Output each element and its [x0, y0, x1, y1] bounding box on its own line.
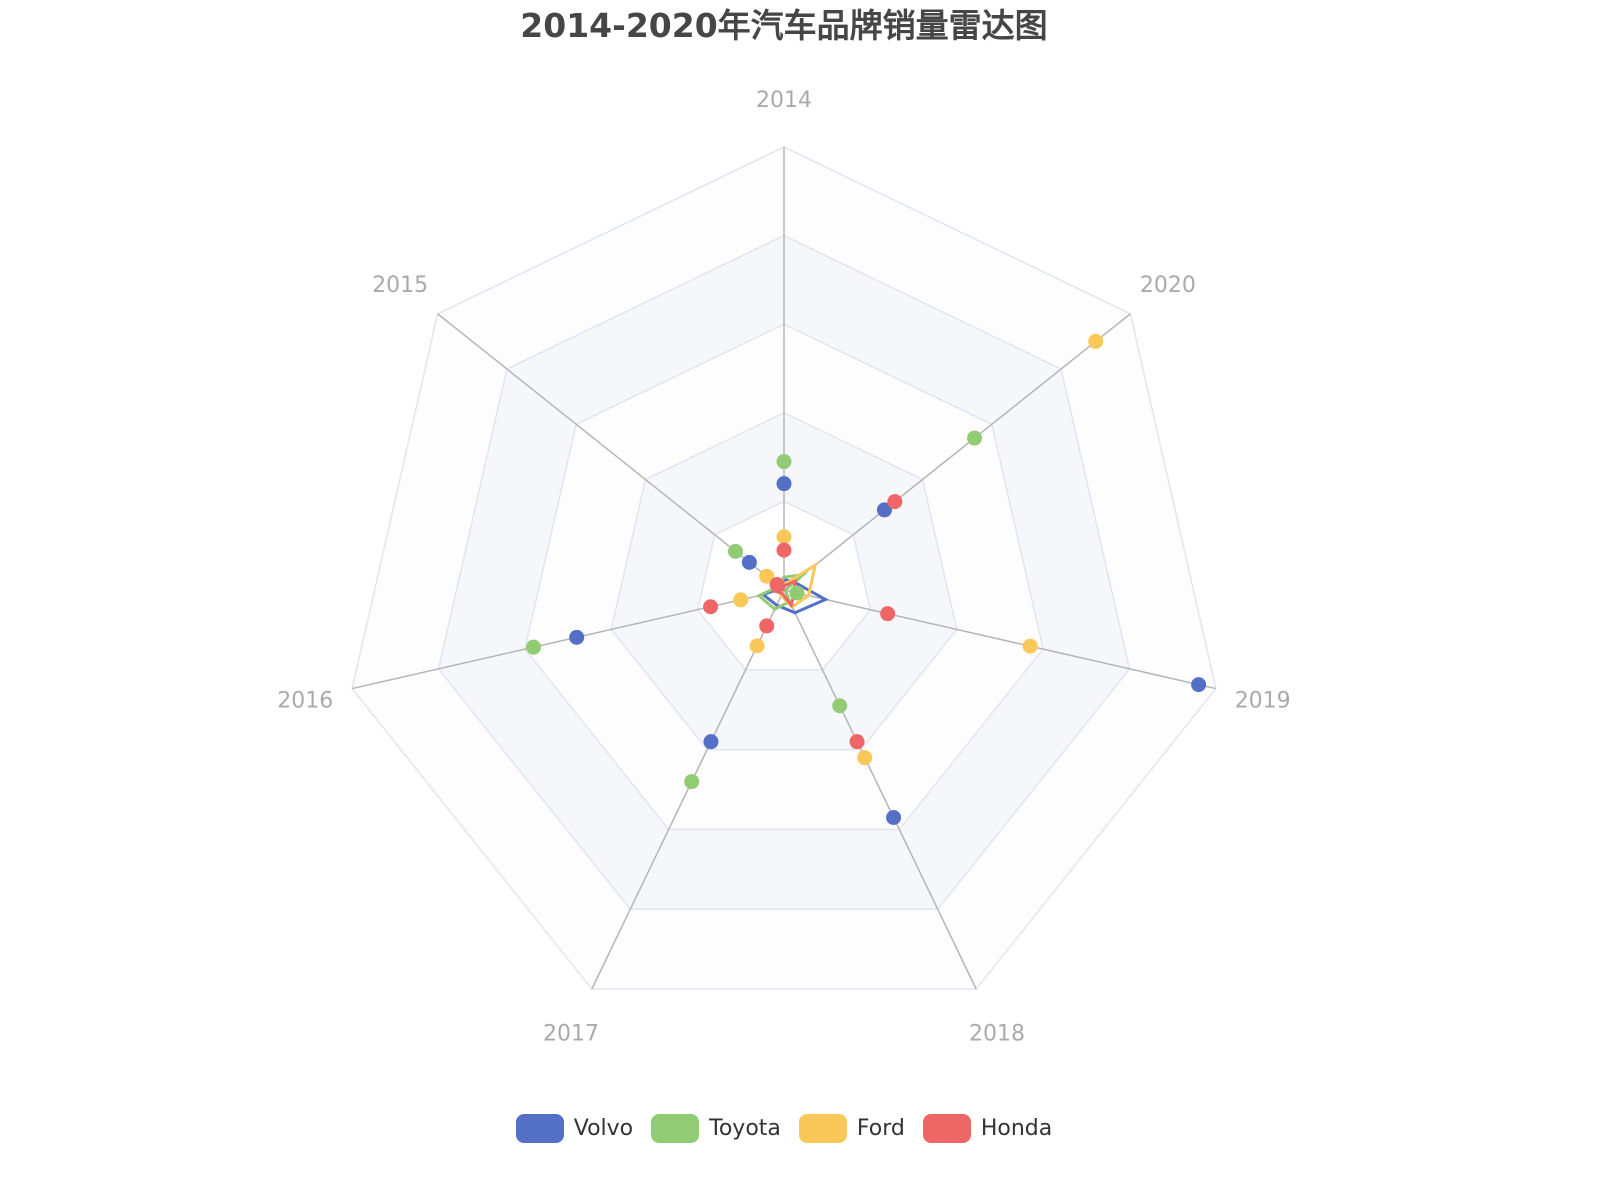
axis-line — [783, 589, 977, 990]
data-point-volvo — [876, 502, 892, 518]
legend-swatch-honda — [922, 1114, 971, 1143]
split-line — [437, 234, 1131, 911]
data-point-volvo — [776, 476, 792, 492]
data-point-honda — [776, 542, 792, 558]
data-point-ford — [857, 750, 873, 766]
axis-line — [591, 589, 785, 990]
axis-label-2016: 2016 — [277, 688, 333, 713]
data-point-toyota — [728, 543, 744, 559]
data-point-volvo — [741, 554, 757, 570]
data-point-toyota — [832, 698, 848, 714]
data-point-volvo — [703, 734, 719, 750]
axis-label-2019: 2019 — [1235, 688, 1291, 713]
data-point-toyota — [789, 585, 805, 601]
data-point-toyota — [776, 454, 792, 470]
radar-series-points — [526, 333, 1207, 826]
legend-label-ford: Ford — [856, 1116, 905, 1141]
data-point-ford — [759, 568, 775, 584]
legend-item-honda[interactable]: Honda — [922, 1114, 1053, 1143]
axis-label-2020: 2020 — [1140, 273, 1196, 298]
data-point-volvo — [569, 629, 585, 645]
legend: Volvo Toyota Ford Honda — [0, 1114, 1568, 1143]
split-line — [696, 500, 872, 671]
data-point-ford — [749, 638, 765, 654]
legend-swatch-toyota — [651, 1114, 700, 1143]
data-point-toyota — [684, 774, 700, 790]
legend-item-toyota[interactable]: Toyota — [651, 1114, 781, 1143]
data-point-honda — [759, 618, 775, 634]
legend-item-volvo[interactable]: Volvo — [515, 1114, 634, 1143]
radar-split-lines — [351, 146, 1217, 990]
legend-label-volvo: Volvo — [573, 1116, 634, 1141]
axis-line — [783, 313, 1131, 591]
chart-title: 2014-2020年汽车品牌销量雷达图 — [520, 6, 1048, 45]
split-line — [351, 146, 1217, 990]
legend-swatch-ford — [798, 1114, 847, 1143]
data-point-honda — [849, 734, 865, 750]
data-point-honda — [880, 606, 896, 622]
radar-axis-labels: 2014 2015 2016 2017 2018 2019 2020 — [277, 88, 1290, 1046]
axis-label-2018: 2018 — [969, 1021, 1025, 1046]
axis-label-2014: 2014 — [756, 88, 812, 113]
axis-label-2015: 2015 — [372, 273, 428, 298]
axis-line — [437, 313, 785, 591]
axis-line — [783, 589, 1217, 690]
legend-item-ford[interactable]: Ford — [798, 1114, 905, 1143]
data-point-ford — [1088, 333, 1104, 349]
legend-swatch-volvo — [515, 1114, 564, 1143]
data-point-honda — [769, 576, 785, 592]
data-point-volvo — [886, 810, 902, 826]
data-point-honda — [887, 494, 903, 510]
data-point-toyota — [526, 639, 542, 655]
data-point-ford — [776, 529, 792, 545]
legend-label-toyota: Toyota — [709, 1116, 781, 1141]
legend-label-honda: Honda — [980, 1116, 1053, 1141]
data-point-ford — [733, 592, 749, 608]
data-point-honda — [703, 599, 719, 615]
axis-label-2017: 2017 — [543, 1021, 599, 1046]
data-point-toyota — [966, 430, 982, 446]
split-line — [610, 411, 958, 751]
data-point-volvo — [1191, 677, 1207, 693]
split-line — [524, 323, 1044, 831]
data-point-ford — [1022, 638, 1038, 654]
